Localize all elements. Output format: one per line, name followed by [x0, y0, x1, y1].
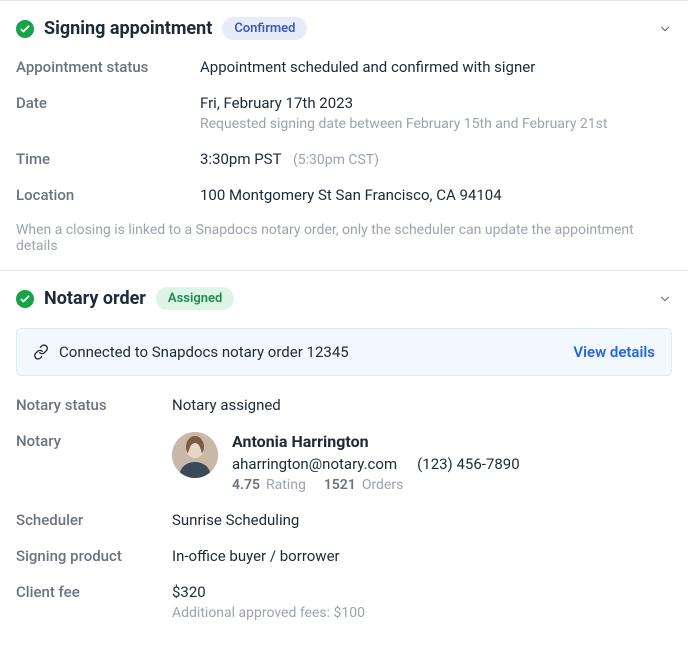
time-row: Time 3:30pm PST (5:30pm CST) — [16, 150, 672, 168]
connected-text: Connected to Snapdocs notary order 12345 — [59, 343, 563, 361]
fee-row: Client fee $320 Additional approved fees… — [16, 583, 672, 621]
notary-status-badge: Assigned — [156, 287, 234, 310]
orders-value: 1521 — [324, 477, 356, 493]
location-row: Location 100 Montgomery St San Francisco… — [16, 186, 672, 204]
notary-phone: (123) 456-7890 — [417, 455, 520, 473]
appointment-status-value: Appointment scheduled and confirmed with… — [200, 58, 672, 76]
scheduler-label: Scheduler — [16, 511, 172, 529]
product-value: In-office buyer / borrower — [172, 547, 672, 565]
orders-label: Orders — [362, 477, 404, 493]
notary-name: Antonia Harrington — [232, 432, 520, 451]
date-row: Date Fri, February 17th 2023 Requested s… — [16, 94, 672, 132]
notary-status-value: Notary assigned — [172, 396, 672, 414]
location-value: 100 Montgomery St San Francisco, CA 9410… — [200, 186, 672, 204]
signing-section-header[interactable]: Signing appointment Confirmed — [16, 17, 672, 40]
link-icon — [33, 344, 49, 360]
notary-email: aharrington@notary.com — [232, 455, 397, 473]
rating-label: Rating — [266, 477, 306, 493]
scheduler-value: Sunrise Scheduling — [172, 511, 672, 529]
notary-avatar — [172, 432, 218, 478]
signing-title: Signing appointment — [44, 18, 212, 39]
notary-section-header[interactable]: Notary order Assigned — [16, 287, 672, 310]
notary-title: Notary order — [44, 288, 146, 309]
notary-status-label: Notary status — [16, 396, 172, 414]
product-label: Signing product — [16, 547, 172, 565]
signing-footnote: When a closing is linked to a Snapdocs n… — [16, 222, 672, 254]
check-circle-icon — [16, 20, 34, 38]
date-subtext: Requested signing date between February … — [200, 116, 672, 132]
product-row: Signing product In-office buyer / borrow… — [16, 547, 672, 565]
fee-label: Client fee — [16, 583, 172, 601]
notary-row: Notary Antonia Harrington aharrington@no… — [16, 432, 672, 493]
rating-value: 4.75 — [232, 477, 260, 493]
location-label: Location — [16, 186, 200, 204]
chevron-down-icon[interactable] — [658, 292, 672, 306]
chevron-down-icon[interactable] — [658, 22, 672, 36]
check-circle-icon — [16, 290, 34, 308]
signing-status-badge: Confirmed — [222, 17, 307, 40]
appointment-status-row: Appointment status Appointment scheduled… — [16, 58, 672, 76]
date-value: Fri, February 17th 2023 — [200, 94, 672, 112]
notary-status-row: Notary status Notary assigned — [16, 396, 672, 414]
date-label: Date — [16, 94, 200, 112]
fee-subtext: Additional approved fees: $100 — [172, 605, 672, 621]
appointment-status-label: Appointment status — [16, 58, 200, 76]
notary-label: Notary — [16, 432, 172, 450]
time-subtext: (5:30pm CST) — [293, 152, 379, 168]
fee-value: $320 — [172, 583, 672, 601]
time-label: Time — [16, 150, 200, 168]
view-details-link[interactable]: View details — [573, 343, 655, 361]
connected-order-box: Connected to Snapdocs notary order 12345… — [16, 328, 672, 376]
time-value: 3:30pm PST — [200, 150, 281, 168]
scheduler-row: Scheduler Sunrise Scheduling — [16, 511, 672, 529]
